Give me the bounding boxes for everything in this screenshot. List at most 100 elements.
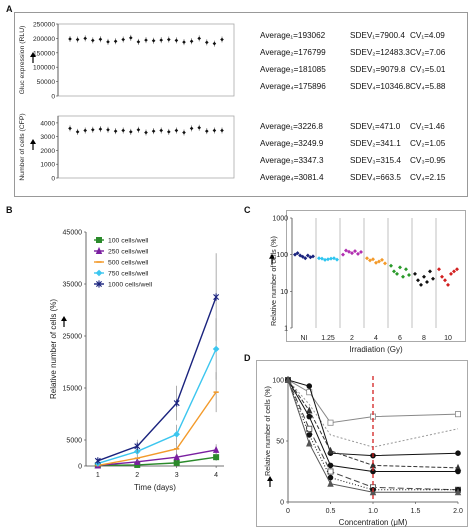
series-line	[97, 449, 217, 467]
y-arrow-icon-head	[30, 52, 36, 57]
panel-label-a: A	[6, 4, 13, 14]
x-tick-label: 2	[350, 335, 354, 342]
data-point	[151, 38, 156, 43]
y-tick-label: 100000	[33, 65, 55, 72]
data-point	[431, 276, 435, 281]
stat-sdev: SDEV₂=341.1	[350, 139, 401, 148]
data-point	[326, 257, 330, 262]
data-point	[220, 128, 224, 133]
legend-label: 750 cells/well	[108, 271, 149, 278]
legend-marker	[96, 236, 103, 243]
y-tick-label: 0	[51, 94, 55, 101]
x-tick-label: 1.5	[411, 508, 421, 515]
data-point	[428, 269, 432, 274]
y-arrow-icon-head	[30, 139, 36, 144]
data-point	[91, 127, 95, 132]
data-point	[368, 258, 372, 263]
stat-avg: Average₄=3081.4	[260, 173, 324, 182]
legend-marker	[95, 269, 103, 277]
data-point	[389, 263, 393, 268]
data-point	[197, 125, 201, 130]
data-point	[306, 406, 313, 414]
y-axis-label: Number of cells (CFP)	[19, 113, 26, 180]
panel-label-c: C	[244, 205, 251, 215]
data-point	[327, 419, 334, 426]
data-point	[395, 271, 399, 276]
data-point	[213, 293, 220, 301]
series-line	[287, 379, 458, 491]
data-point	[205, 129, 209, 133]
x-tick-label: 4	[214, 472, 218, 479]
x-tick-label: 4	[374, 335, 378, 342]
data-point	[159, 38, 163, 42]
y-axis-label: Gluc expression (RLU)	[19, 26, 26, 95]
data-point	[129, 36, 133, 40]
data-point	[449, 271, 453, 276]
y-tick-label: 5000	[66, 438, 82, 445]
series-line	[97, 456, 217, 467]
data-point	[284, 375, 292, 384]
data-point	[306, 425, 313, 432]
data-point	[306, 383, 313, 389]
data-point	[144, 38, 148, 42]
series-line	[287, 379, 459, 469]
data-point	[75, 130, 80, 134]
data-point	[134, 442, 141, 450]
data-point	[407, 272, 411, 277]
y-tick-label: 250000	[33, 22, 55, 29]
data-point	[398, 265, 402, 270]
y-tick-label: 150000	[33, 50, 55, 57]
stat-sdev: SDEV₃=315.4	[350, 156, 401, 165]
stat-avg: Average₁=3226.8	[260, 122, 323, 131]
legend-label: 500 cells/well	[108, 260, 149, 267]
data-point	[327, 446, 334, 454]
plot-area	[57, 115, 235, 179]
data-point	[446, 282, 450, 287]
data-point	[306, 432, 313, 438]
y-tick-label: 1000	[272, 216, 288, 223]
data-point	[455, 267, 459, 272]
data-point	[174, 128, 179, 133]
data-point	[303, 256, 308, 261]
panel-label-d: D	[244, 353, 251, 363]
x-tick-label: 2.0	[453, 508, 463, 515]
data-point	[329, 256, 333, 261]
y-tick-label: 15000	[63, 386, 83, 393]
stat-cv: CV₁=4.09	[410, 31, 445, 40]
data-point	[380, 257, 384, 262]
data-point	[425, 279, 429, 284]
legend-label: 100 cells/well	[108, 238, 149, 245]
data-point	[320, 256, 324, 261]
panel-d-frame	[256, 360, 468, 527]
data-point	[189, 39, 194, 44]
data-point	[173, 453, 180, 461]
data-point	[440, 274, 444, 279]
stat-avg: Average₃=3347.3	[260, 156, 324, 165]
y-tick-label: 3000	[40, 134, 55, 141]
series-line	[287, 379, 459, 448]
stat-cv: CV₂=1.05	[410, 139, 446, 148]
data-point	[129, 130, 133, 134]
data-point	[121, 128, 125, 133]
y-axis-label: Relative number of cells (%)	[269, 236, 278, 326]
data-point	[113, 39, 118, 44]
y-tick-label: 100	[272, 378, 284, 385]
y-tick-label: 1000	[40, 162, 55, 169]
stat-cv: CV₁=1.46	[410, 122, 445, 131]
stat-avg: Average₂=176799	[260, 48, 326, 57]
data-point	[113, 129, 118, 133]
data-point	[353, 249, 357, 254]
data-point	[371, 257, 375, 262]
data-point	[220, 37, 224, 42]
data-point	[106, 40, 110, 44]
data-point	[455, 468, 461, 475]
data-point	[365, 256, 369, 261]
stat-avg: Average₂=3249.9	[260, 139, 324, 148]
data-point	[416, 278, 420, 283]
stat-cv: CV₃=5.01	[410, 65, 446, 74]
data-point	[98, 127, 103, 131]
data-point	[311, 254, 315, 259]
data-point	[167, 130, 171, 134]
data-point	[422, 274, 426, 279]
